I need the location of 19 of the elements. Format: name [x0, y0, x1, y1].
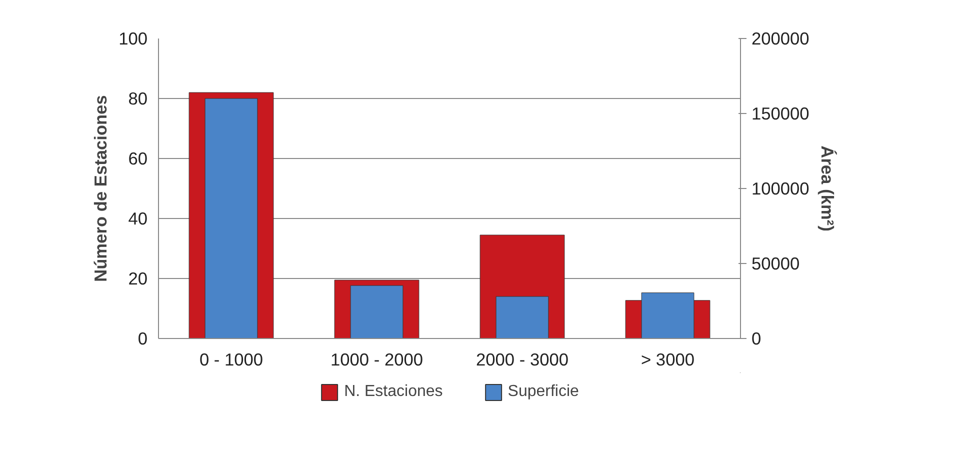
y2-tick-label: 0: [752, 328, 762, 348]
y-tick-label: 40: [128, 208, 148, 228]
x-tick-label: 2000 - 3000: [476, 350, 568, 370]
y-tick-label: 60: [128, 148, 148, 168]
y2-tick-label: 100000: [752, 178, 810, 198]
x-tick-label: 0 - 1000: [199, 350, 264, 370]
legend-label: N. Estaciones: [344, 383, 443, 401]
y-tick-label: 100: [118, 28, 148, 48]
legend-label: Superficie: [508, 383, 579, 401]
y-tick-label: 80: [128, 88, 148, 108]
y2-tick-label: 50000: [752, 254, 800, 274]
y-tick-label: 0: [138, 328, 148, 348]
y2-tick-label: 150000: [752, 104, 810, 124]
y-tick-label: 20: [128, 268, 148, 288]
x-tick-label: > 3000: [641, 350, 694, 370]
y-axis-title: Número de Estaciones: [90, 95, 111, 282]
y2-axis-title: Área (km²): [817, 146, 838, 232]
y2-tick-label: 200000: [752, 28, 810, 48]
x-tick-label: 1000 - 2000: [330, 350, 423, 370]
